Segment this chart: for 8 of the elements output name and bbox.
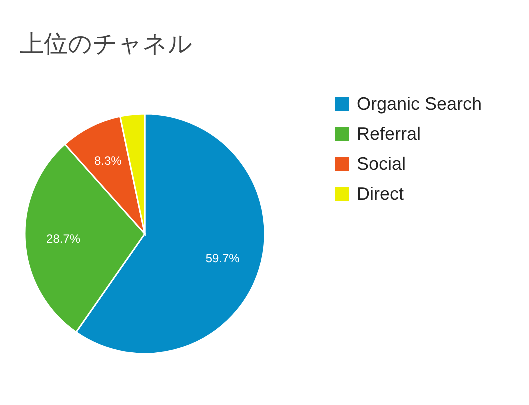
data-label: 8.3% bbox=[94, 154, 122, 168]
legend-label: Direct bbox=[357, 184, 404, 204]
chart-title: 上位のチャネル bbox=[20, 31, 193, 58]
data-label: 28.7% bbox=[46, 232, 81, 246]
legend-label: Social bbox=[357, 154, 406, 174]
legend-label: Referral bbox=[357, 124, 422, 144]
legend-label: Organic Search bbox=[357, 94, 482, 114]
data-label: 59.7% bbox=[206, 251, 240, 266]
